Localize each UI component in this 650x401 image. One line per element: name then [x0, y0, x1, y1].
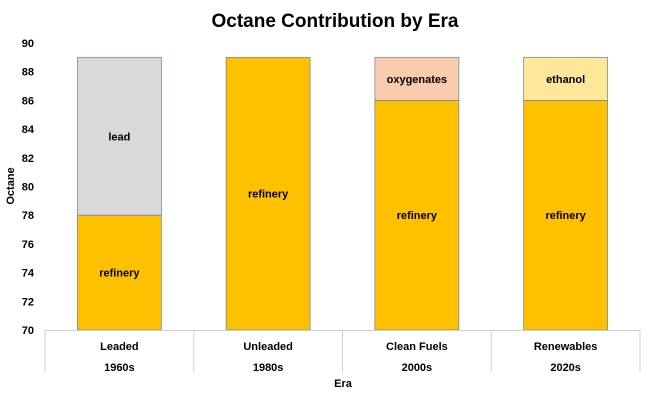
- x-category-label: Clean Fuels: [386, 341, 448, 353]
- bar-segment: [523, 56, 609, 101]
- x-axis: Leaded 1960s Unleaded 1980s Clean Fuels 2000s…: [44, 330, 641, 374]
- y-axis-title: Octane: [5, 167, 17, 204]
- bar-segment: [374, 56, 460, 101]
- x-category-label: Leaded: [100, 341, 139, 353]
- x-category-label: Renewables: [534, 341, 598, 353]
- x-period-label: 2000s: [402, 362, 433, 374]
- y-tick-label: 72: [22, 296, 34, 308]
- y-tick-label: 78: [22, 210, 34, 222]
- bar-segment: [374, 100, 460, 331]
- x-axis-title: Era: [334, 378, 353, 390]
- y-tick-label: 80: [22, 182, 34, 194]
- bar-segment-label: oxygenates: [387, 74, 448, 86]
- bar-stack: refinery ethanol: [523, 56, 609, 331]
- bars: refineryleadrefineryrefineryoxygenatesre…: [76, 56, 609, 331]
- x-period-label: 1960s: [104, 362, 135, 374]
- bar-stack: refinery lead: [76, 56, 162, 331]
- bar-segment: [523, 100, 609, 331]
- y-axis-ticks: 70 72 74 76 78 80 82 84 86 88 90: [22, 38, 35, 337]
- y-tick-label: 90: [22, 38, 34, 50]
- bar-segment-label: refinery: [248, 189, 289, 201]
- y-tick-label: 86: [22, 95, 34, 107]
- bar-segment: [76, 214, 162, 331]
- bar-stack: refinery oxygenates: [374, 56, 460, 331]
- bar-segment-label: ethanol: [546, 74, 585, 86]
- x-period-label: 1980s: [253, 362, 284, 374]
- y-tick-label: 70: [22, 325, 34, 337]
- y-tick-label: 82: [22, 153, 34, 165]
- y-tick-label: 74: [22, 268, 35, 280]
- y-tick-label: 84: [22, 124, 35, 136]
- bar-segment-label: refinery: [99, 268, 140, 280]
- x-category-label: Unleaded: [243, 341, 293, 353]
- bar-segment: [225, 56, 311, 331]
- bar-stack: refinery: [225, 56, 311, 331]
- bar-segment-label: refinery: [397, 210, 438, 222]
- bar-segment: [76, 56, 162, 216]
- y-tick-label: 76: [22, 239, 34, 251]
- bar-segment-label: lead: [108, 131, 130, 143]
- bar-segment-label: refinery: [545, 210, 586, 222]
- y-tick-label: 88: [22, 67, 34, 79]
- x-period-label: 2020s: [550, 362, 581, 374]
- chart-title: Octane Contribution by Era: [211, 11, 458, 32]
